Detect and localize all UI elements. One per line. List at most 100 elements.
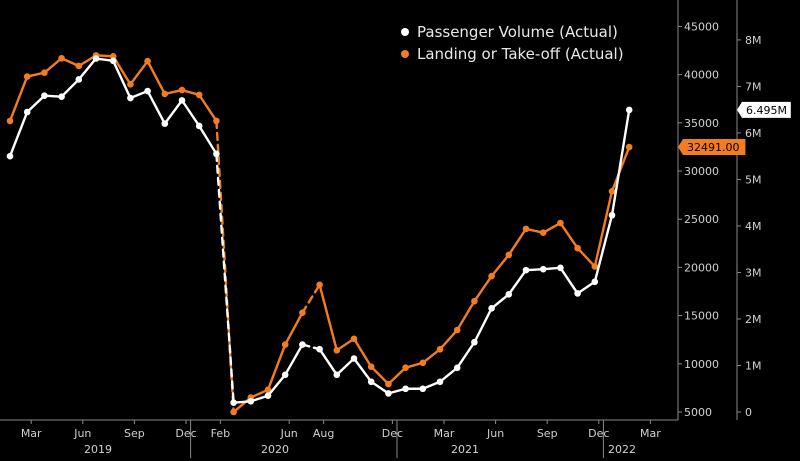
y-tick-label-passenger: 2M: [745, 313, 762, 326]
landing-segment: [266, 343, 287, 392]
landing-segment: [490, 253, 510, 278]
landing-point: [161, 90, 169, 98]
landing-point: [471, 297, 478, 305]
x-tick-label: Dec: [175, 427, 196, 440]
landing-point: [505, 251, 513, 259]
x-tick-label: Feb: [211, 427, 230, 440]
x-tick-label: Dec: [382, 427, 403, 440]
passenger-point: [333, 371, 341, 379]
landing-segment: [456, 299, 476, 332]
passenger-point: [453, 364, 461, 372]
landing-point: [41, 69, 48, 77]
landing-point: [213, 117, 220, 125]
y-tick-label-passenger: 4M: [745, 220, 762, 233]
passenger-point: [23, 108, 31, 116]
landing-point: [75, 62, 83, 70]
x-tick-label: Aug: [313, 427, 334, 440]
landing-segment: [387, 366, 407, 386]
y-tick-label-landing: 25000: [684, 213, 719, 226]
landing-point: [350, 335, 358, 343]
landing-segment: [370, 365, 390, 386]
passenger-point: [505, 291, 513, 298]
passenger-point: [367, 378, 375, 386]
badge-landing-text: 32491.00: [687, 141, 740, 154]
series-landing: [6, 52, 633, 416]
landing-segment: [352, 337, 373, 368]
y-tick-label-passenger: 3M: [745, 266, 762, 279]
passenger-segment: [8, 110, 29, 158]
passenger-point: [127, 94, 134, 102]
x-tick-label: Jun: [486, 427, 504, 440]
legend: Passenger Volume (Actual) Landing or Tak…: [401, 23, 624, 63]
passenger-point: [264, 392, 272, 400]
passenger-point: [161, 120, 169, 127]
passenger-point: [402, 385, 409, 393]
passenger-segment: [593, 214, 614, 283]
x-tick-label: Dec: [588, 427, 609, 440]
landing-point: [316, 281, 323, 289]
passenger-point: [419, 385, 427, 393]
landing-point: [625, 143, 633, 151]
landing-point: [178, 86, 186, 94]
badge-passenger: 6.495M: [737, 101, 791, 118]
legend-label-landing: Landing or Take-off (Actual): [417, 45, 624, 63]
passenger-point: [608, 211, 616, 219]
passenger-segment: [610, 108, 631, 217]
landing-point: [23, 73, 31, 80]
landing-point: [6, 117, 14, 125]
landing-point: [539, 229, 547, 237]
passenger-segment: [180, 99, 201, 128]
x-tick-label: Mar: [21, 427, 42, 440]
passenger-point: [41, 92, 48, 100]
passenger-point: [488, 304, 495, 312]
passenger-point: [178, 97, 186, 104]
passenger-point: [316, 345, 323, 353]
passenger-segment: [111, 59, 132, 100]
badge-landing: 32491.00: [678, 139, 746, 156]
landing-point: [453, 326, 461, 334]
landing-point: [522, 225, 530, 233]
x-tick-label: Sep: [537, 427, 558, 440]
landing-segment: [335, 337, 356, 352]
passenger-point: [625, 106, 633, 114]
passenger-segment: [284, 343, 304, 376]
passenger-segment: [163, 99, 184, 125]
badge-passenger-bg: [737, 101, 791, 118]
landing-segment: [593, 190, 614, 268]
landing-segment: [473, 274, 493, 303]
passenger-point: [539, 265, 547, 273]
passenger-segment: [576, 280, 596, 295]
x-tick-label: Jun: [73, 427, 91, 440]
passenger-segment: [473, 307, 493, 344]
passenger-point: [247, 398, 255, 405]
landing-point: [144, 57, 151, 65]
passenger-point: [92, 55, 100, 62]
y-tick-label-landing: 20000: [684, 261, 719, 274]
passenger-point: [230, 399, 237, 406]
passenger-point: [436, 378, 444, 386]
passenger-segment: [456, 341, 476, 370]
passenger-segment: [335, 357, 356, 376]
passenger-point: [195, 122, 203, 130]
passenger-point: [58, 93, 65, 100]
passenger-segment: [146, 89, 167, 125]
passenger-point: [144, 87, 151, 95]
landing-point: [591, 263, 599, 270]
axes: Mar Jun Sep Dec Feb Jun Aug Dec Mar Jun Sep Dec Mar 2…: [0, 0, 762, 458]
legend-marker-passenger: [401, 28, 409, 36]
passenger-segment: [77, 57, 98, 81]
passenger-point: [557, 264, 564, 272]
passenger-segment: [490, 293, 510, 310]
passenger-segment: [438, 366, 459, 383]
landing-point: [488, 272, 495, 280]
y-tick-label-passenger: 6M: [745, 127, 762, 140]
landing-segment: [301, 283, 321, 314]
y-tick-label-passenger: 7M: [745, 80, 762, 93]
x-tick-label: Jun: [280, 427, 298, 440]
passenger-segment: [26, 94, 46, 114]
landing-point: [436, 346, 444, 353]
landing-segment: [197, 93, 218, 123]
landing-point: [299, 309, 306, 317]
y-tick-label-passenger: 5M: [745, 173, 762, 186]
